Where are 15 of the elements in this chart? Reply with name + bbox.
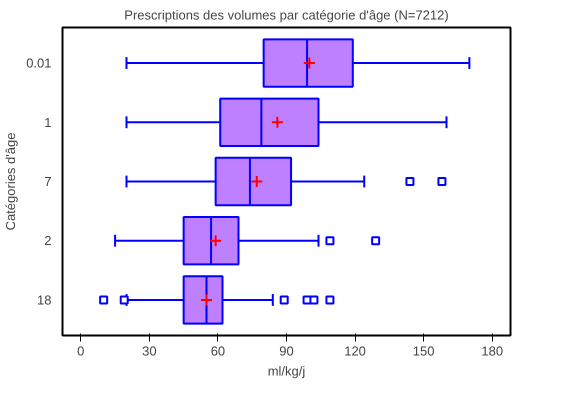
y-tick-label: 18 [37,292,52,308]
x-tick-label: 180 [481,344,504,358]
y-axis-title: Catégories d'âge [3,132,18,230]
chart-title: Prescriptions des volumes par catégorie d'âge (N=7212) [124,8,449,22]
x-tick-label: 60 [210,344,226,358]
x-tick-label: 0 [77,344,84,358]
y-tick-label: 2 [44,233,52,248]
x-tick-label: 30 [142,344,157,358]
x-axis-title: ml/kg/j [268,364,306,378]
y-tick-label: 1 [44,114,52,130]
x-tick-label: 90 [279,344,294,358]
x-tick-label: 120 [344,344,366,358]
y-tick-label: 7 [44,174,52,189]
y-tick-label: 0.01 [26,56,52,71]
x-tick-label: 150 [412,344,434,358]
